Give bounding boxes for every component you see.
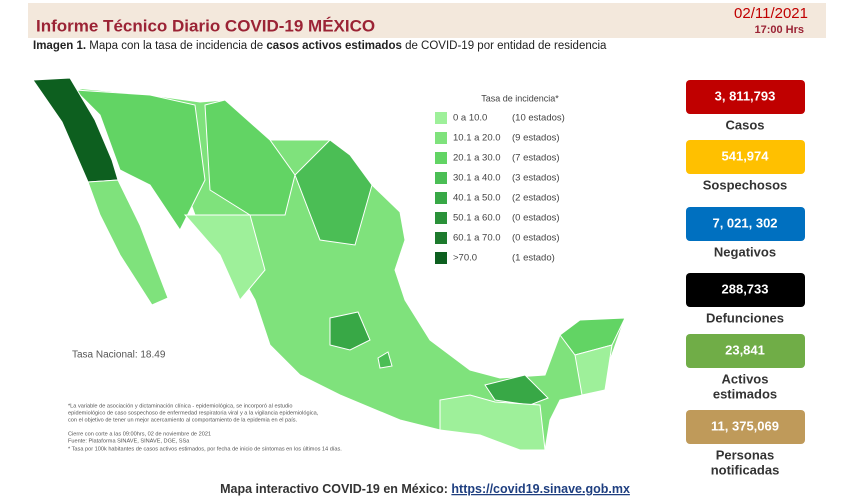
stat-label: Casos: [725, 117, 764, 132]
legend-range: 0 a 10.0: [453, 113, 487, 124]
stat-box: [686, 334, 805, 368]
header-date: 02/11/2021: [734, 5, 808, 22]
legend-count: (0 estados): [512, 213, 560, 224]
legend-count: (0 estados): [512, 233, 560, 244]
stat-box: [686, 80, 805, 114]
legend-range: 60.1 a 70.0: [453, 233, 501, 244]
stat-label: Defunciones: [706, 310, 784, 325]
legend-range: 30.1 a 40.0: [453, 173, 501, 184]
state-region: [32, 77, 119, 183]
legend-swatch: [435, 172, 447, 184]
header-time: 17:00 Hrs: [754, 24, 804, 36]
state-region: [204, 99, 296, 216]
state-region: [73, 89, 206, 231]
state-region: [574, 344, 613, 396]
stat-value: 288,733: [722, 281, 769, 296]
legend-count: (3 estados): [512, 173, 560, 184]
stat-label: Activos: [722, 371, 769, 386]
stat-box: [686, 273, 805, 307]
legend-swatch: [435, 252, 447, 264]
caption: Imagen 1. Mapa con la tasa de incidencia…: [33, 40, 607, 52]
caption-text: Mapa con la tasa de incidencia de: [89, 40, 266, 52]
map: [32, 77, 626, 451]
legend-swatch: [435, 152, 447, 164]
legend-count: (1 estado): [512, 253, 555, 264]
stat-label: notificadas: [711, 462, 780, 477]
legend-swatch: [435, 212, 447, 224]
note-line: Fuente: Plataforma SINAVE, SINAVE, DGE, …: [68, 438, 190, 444]
stats-panel: 3, 811,793 Casos 541,974 Sospechosos 7, 021,…: [686, 80, 805, 477]
legend: Tasa de incidencia* 0 a 10.0 (10 estados)…: [435, 93, 565, 264]
state-region: [484, 374, 549, 406]
stat-box: [686, 410, 805, 444]
footer-link[interactable]: https://covid19.sinave.gob.mx: [451, 482, 630, 496]
legend-count: (2 estados): [512, 193, 560, 204]
stat-box: [686, 140, 805, 174]
legend-range: 50.1 a 60.0: [453, 213, 501, 224]
note-line: epidemiológico de caso sospechoso de enf…: [68, 410, 319, 416]
note-line: con el objetivo de tener un mejor acerca…: [68, 417, 298, 423]
stat-label: Negativos: [714, 244, 776, 259]
stat-value: 3, 811,793: [715, 88, 776, 103]
caption-label: Imagen 1.: [33, 40, 86, 52]
stat-label: estimados: [713, 386, 777, 401]
stat-box: [686, 207, 805, 241]
national-rate: Tasa Nacional: 18.49: [72, 350, 166, 361]
stat-value: 541,974: [722, 148, 770, 163]
caption-bold: casos activos estimados: [266, 40, 402, 52]
header-title: Informe Técnico Diario COVID-19 MÉXICO: [36, 16, 375, 35]
note-line: * Tasa por 100k habitantes de casos acti…: [68, 446, 342, 452]
stat-value: 11, 375,069: [711, 418, 779, 433]
legend-range: 10.1 a 20.0: [453, 133, 501, 144]
header-bar: [28, 3, 826, 38]
state-region: [294, 139, 373, 246]
stat-label: Sospechosos: [703, 177, 788, 192]
stat-value: 7, 021, 302: [712, 215, 777, 230]
legend-swatch: [435, 232, 447, 244]
legend-range: 20.1 a 30.0: [453, 153, 501, 164]
footer-label: Mapa interactivo COVID-19 en México:: [220, 482, 451, 496]
legend-range: 40.1 a 50.0: [453, 193, 501, 204]
state-region: [183, 214, 266, 301]
legend-count: (7 estados): [512, 153, 560, 164]
state-region: [87, 179, 169, 306]
caption-text: de COVID-19 por entidad de residencia: [402, 40, 607, 52]
legend-swatch: [435, 192, 447, 204]
notes: *La variable de asociación y dictaminaci…: [68, 403, 342, 452]
legend-swatch: [435, 112, 447, 124]
legend-range: >70.0: [453, 253, 477, 264]
stat-value: 23,841: [725, 342, 765, 357]
note-line: *La variable de asociación y dictaminaci…: [68, 403, 293, 409]
state-region: [439, 394, 546, 451]
legend-swatch: [435, 132, 447, 144]
legend-title: Tasa de incidencia*: [481, 93, 559, 103]
state-region: [377, 351, 393, 369]
legend-count: (9 estados): [512, 133, 560, 144]
footer: Mapa interactivo COVID-19 en México: htt…: [220, 482, 630, 496]
note-line: Cierre con corte a las 09:00hrs, 02 de n…: [68, 431, 211, 437]
state-region: [329, 311, 371, 351]
legend-count: (10 estados): [512, 113, 565, 124]
stat-label: Personas: [716, 447, 775, 462]
